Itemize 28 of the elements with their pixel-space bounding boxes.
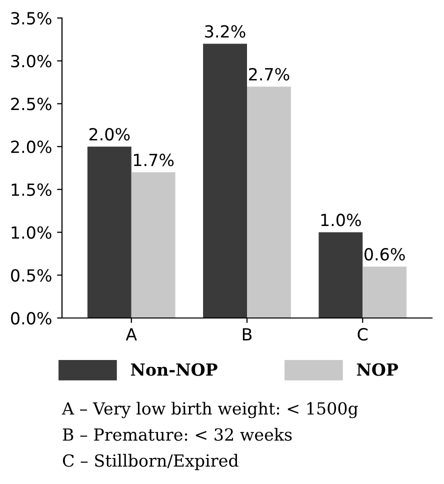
data-label: 1.7% [134, 154, 174, 166]
bar [247, 86, 291, 318]
x-tick-label: C [358, 328, 368, 341]
bar [87, 146, 132, 318]
bar [362, 266, 407, 318]
text: A – Very low birth weight: < 1500g [62, 402, 358, 418]
y-tick-label: 1.0% [12, 226, 52, 239]
legend-label: NOP [356, 363, 398, 376]
bar [203, 44, 247, 318]
data-label: 0.6% [364, 248, 405, 261]
y-tick-label: 0.0% [11, 312, 52, 325]
bar [131, 172, 176, 318]
data-label: 2.0% [89, 128, 130, 141]
x-tick-label: B [242, 328, 252, 340]
y-tick-label: 2.5% [11, 98, 52, 110]
text: C – Stillborn/Expired [62, 454, 238, 470]
data-label: 2.7% [249, 68, 290, 81]
y-tick-label: 2.0% [11, 140, 52, 154]
data-label: 3.2% [205, 25, 246, 38]
text: B – Premature: < 32 weeks [62, 428, 292, 441]
y-tick-label: 0.5% [11, 269, 52, 282]
data-label: 1.0% [321, 214, 361, 226]
y-tick-label: 3.5% [11, 12, 52, 25]
y-tick-label: 1.5% [12, 183, 52, 196]
legend-label: Non-NOP [130, 363, 218, 376]
y-tick-label: 3.0% [11, 54, 52, 68]
bar [318, 232, 363, 318]
x-tick-label: A [126, 328, 137, 340]
